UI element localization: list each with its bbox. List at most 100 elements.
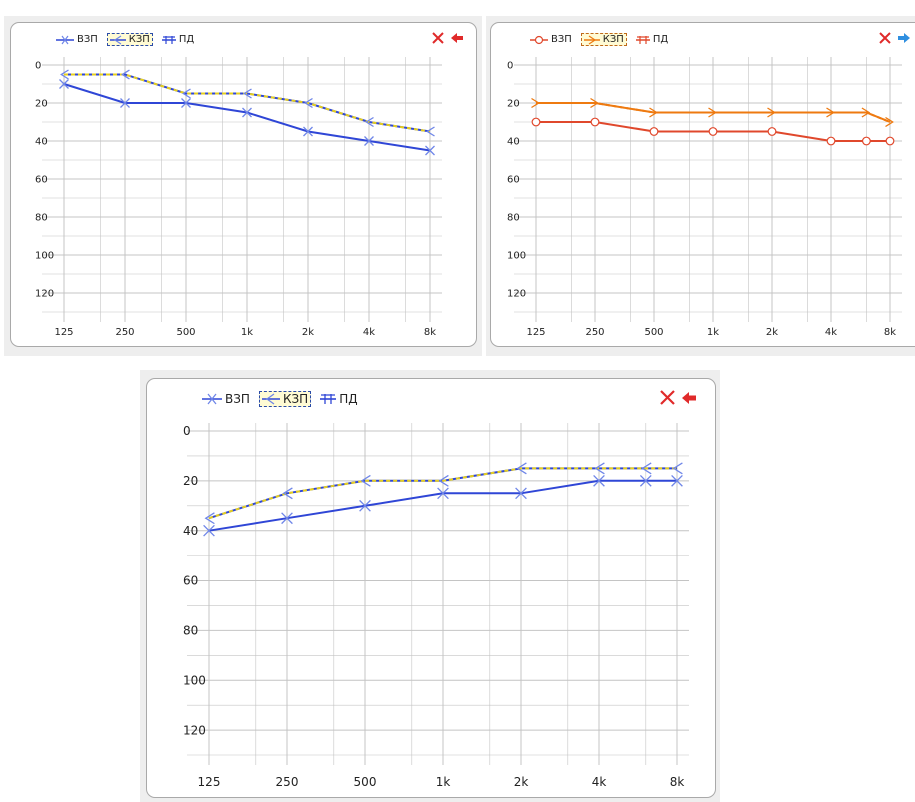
data-point: [671, 474, 683, 487]
legend-item-vzp[interactable]: ВЗП: [199, 391, 253, 407]
y-tick-label: 80: [35, 213, 48, 224]
y-tick-label: 20: [183, 474, 198, 488]
legend-label-pd: ПД: [178, 34, 195, 45]
x-tick-label: 125: [526, 327, 545, 338]
legend-marker-kzp: [583, 35, 600, 44]
y-tick-label: 120: [507, 289, 526, 300]
y-tick-label: 40: [35, 137, 48, 148]
close-icon[interactable]: [432, 32, 444, 44]
x-tick-label: 8k: [670, 775, 685, 789]
chart-plot-2: 0 20 40 60 80 100 120 125 250 500 1k 2k 4k 8k: [507, 57, 902, 338]
data-point: [204, 512, 215, 525]
legend-item-vzp[interactable]: ВЗП: [527, 33, 575, 46]
legend-label-vzp: ВЗП: [225, 392, 250, 406]
legend-label-pd: ПД: [652, 34, 669, 45]
series-line-dash-1: [64, 73, 431, 133]
y-tick-label: 20: [35, 99, 48, 110]
y-tick-label: 60: [183, 574, 198, 588]
y-tick-label: 40: [183, 524, 198, 538]
x-tick-label: 250: [585, 327, 604, 338]
data-point: [121, 69, 130, 80]
x-tick-label: 2k: [302, 327, 314, 338]
legend-marker-kzp: [109, 35, 126, 44]
series-line-0: [536, 121, 890, 142]
data-point: [649, 127, 659, 136]
x-tick-label: 8k: [424, 327, 436, 338]
data-point: [426, 126, 435, 137]
y-tick-label: 60: [35, 175, 48, 186]
legend-label-pd: ПД: [339, 392, 358, 406]
data-point: [365, 116, 374, 128]
series-line-0: [208, 479, 677, 532]
x-tick-label: 8k: [884, 327, 896, 338]
data-point: [203, 524, 215, 537]
legend-label-vzp: ВЗП: [551, 34, 572, 45]
x-tick-label: 250: [115, 327, 134, 338]
legend-item-pd[interactable]: ПД: [159, 33, 197, 46]
x-tick-label: 4k: [363, 327, 375, 338]
legend-marker-vzp: [530, 35, 548, 44]
data-point: [182, 88, 191, 99]
y-tick-label: 0: [507, 61, 513, 72]
data-point: [360, 474, 371, 487]
data-point: [708, 107, 717, 118]
legend-label-kzp: КЗП: [282, 392, 309, 406]
legend-label-vzp: ВЗП: [77, 34, 98, 45]
x-tick-label: 1k: [436, 775, 451, 789]
y-tick-label: 0: [35, 61, 41, 72]
arrow-left-icon[interactable]: [681, 391, 697, 405]
y-tick-label: 100: [507, 251, 526, 262]
audiogram-chart-2: ВЗП КЗП ПД 0 20 40 60 80 100 120 125 250 500 1k 2k 4…: [490, 22, 915, 347]
y-tick-label: 60: [507, 175, 520, 186]
legend: ВЗП КЗП ПД: [53, 33, 197, 46]
data-point: [364, 136, 374, 146]
y-tick-label: 100: [183, 673, 206, 687]
x-tick-label: 2k: [514, 775, 529, 789]
series-line-dash-1: [536, 102, 891, 123]
y-tick-label: 120: [35, 289, 54, 300]
data-point: [590, 97, 599, 109]
data-point: [303, 126, 313, 137]
legend-item-kzp[interactable]: КЗП: [580, 33, 627, 46]
arrow-right-icon[interactable]: [897, 32, 911, 44]
data-point: [672, 462, 683, 475]
arrow-left-icon[interactable]: [450, 32, 464, 44]
data-point: [767, 127, 777, 136]
data-point: [181, 98, 191, 108]
series-line-dash-1: [208, 467, 677, 520]
legend-label-kzp: КЗП: [128, 34, 150, 45]
data-point: [438, 474, 449, 487]
close-icon[interactable]: [660, 390, 675, 405]
data-point: [59, 79, 69, 89]
x-tick-label: 2k: [766, 327, 778, 338]
y-tick-label: 40: [507, 137, 520, 148]
data-point: [885, 116, 894, 128]
legend-marker-kzp: [261, 393, 280, 405]
close-icon[interactable]: [879, 32, 891, 44]
legend-item-kzp[interactable]: КЗП: [106, 33, 153, 46]
legend-marker-vzp: [56, 35, 74, 44]
data-point: [593, 474, 605, 487]
legend-label-kzp: КЗП: [602, 34, 624, 45]
legend-item-kzp[interactable]: КЗП: [258, 391, 312, 407]
audiogram-chart-3: ВЗП КЗП ПД 0 20 40 60 80 100 120 125 250 500 1k 2k 4…: [146, 378, 716, 798]
legend-marker-pd: [161, 35, 176, 44]
legend-item-vzp[interactable]: ВЗП: [53, 33, 101, 46]
y-tick-label: 80: [507, 213, 520, 224]
data-point: [826, 107, 835, 118]
x-tick-label: 250: [276, 775, 299, 789]
data-point: [531, 117, 541, 127]
chart-plot-3: 0 20 40 60 80 100 120 125 250 500 1k 2k 4k 8k: [183, 423, 689, 789]
data-point: [120, 98, 130, 108]
data-point: [594, 462, 605, 475]
x-tick-label: 125: [54, 327, 73, 338]
legend-marker-pd: [320, 394, 337, 404]
data-point: [60, 69, 69, 80]
chart-controls: [660, 390, 697, 405]
legend-item-pd[interactable]: ПД: [317, 391, 360, 407]
x-tick-label: 1k: [241, 327, 253, 338]
y-tick-label: 80: [183, 624, 198, 638]
y-tick-label: 120: [183, 723, 206, 737]
legend-item-pd[interactable]: ПД: [633, 33, 671, 46]
data-point: [767, 107, 776, 118]
